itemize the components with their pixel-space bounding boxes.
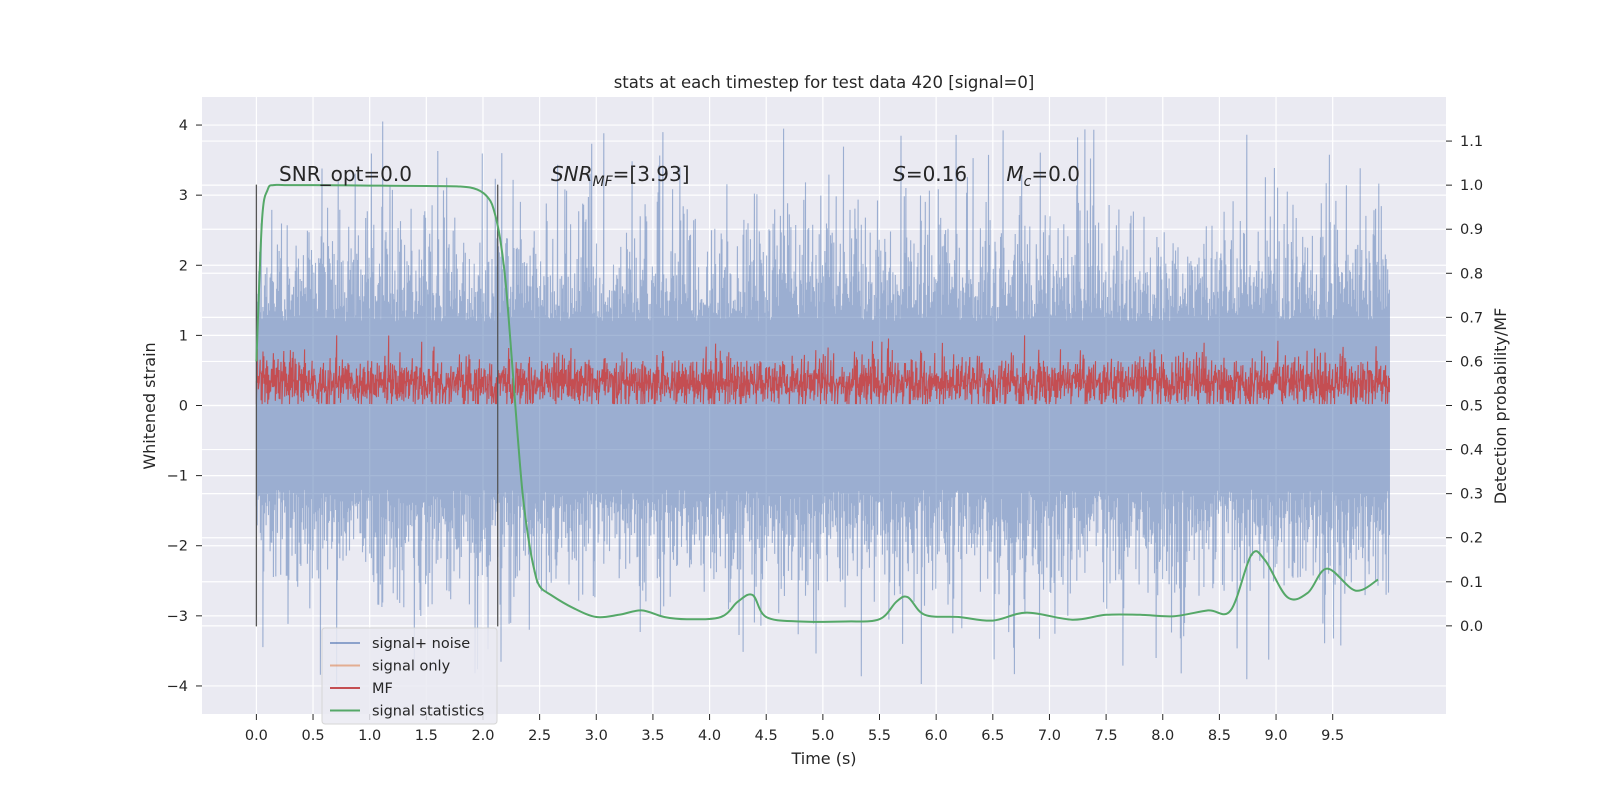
x-tick-label: 4.5 [755,728,778,744]
mf-series [255,335,1390,405]
y-axis-label: Whitened strain [140,342,159,469]
mf-line [255,335,1390,405]
x-axis-ticks: 0.0 0.5 1.0 1.5 2.0 2.5 3.0 3.5 4.0 4.5 5.0 5.5 6.0 6… [245,714,1344,744]
y-right-tick-label: 1.0 [1460,178,1483,194]
y-right-tick-label: 0.6 [1460,354,1483,370]
legend-label: signal+ noise [372,636,470,652]
signal-noise-series [255,121,1390,685]
annotations: SNR_opt=0.0 SNRMF=[3.93] S=0.16 Mc=0.0 [279,162,1080,190]
x-tick-label: 6.5 [981,728,1004,744]
marker-lines [255,184,499,627]
y-tick-label: 3 [179,188,188,204]
y-axis-ticks: 4 3 2 1 0 −1 −2 −3 −4 [167,118,202,695]
y-tick-label: −2 [167,539,188,555]
legend: signal+ noise signal only MF signal statist… [321,627,498,725]
x-tick-label: 5.0 [811,728,834,744]
y-right-tick-label: 0.2 [1460,531,1483,547]
x-tick-label: 2.0 [471,728,494,744]
y-right-axis-ticks: 1.1 1.0 0.9 0.8 0.7 0.6 0.5 0.4 0.3 0.2 0.1 0.0 [1446,134,1483,635]
y-tick-label: −3 [167,609,188,625]
y-right-tick-label: 0.3 [1460,487,1483,503]
annotation-mc: Mc=0.0 [1006,162,1080,190]
y-right-tick-label: 0.1 [1460,575,1483,591]
x-tick-label: 0.5 [301,728,324,744]
x-tick-label: 3.5 [641,728,664,744]
signal-noise-line [255,121,1390,685]
chart-title: stats at each timestep for test data 420… [614,73,1035,92]
annotation-plain: SNR_opt=0.0 [279,162,412,186]
y-right-tick-label: 0.0 [1460,619,1483,635]
y-tick-label: 4 [179,118,188,134]
x-tick-label: 9.0 [1265,728,1288,744]
x-axis-label: Time (s) [790,749,856,768]
y-tick-label: 1 [179,328,188,344]
x-tick-label: 9.5 [1321,728,1344,744]
y-right-tick-label: 0.8 [1460,266,1483,282]
x-tick-label: 3.0 [585,728,608,744]
x-tick-label: 6.0 [925,728,948,744]
x-tick-label: 2.5 [528,728,551,744]
y-tick-label: 2 [179,258,188,274]
signal-statistics-series [255,183,1379,623]
x-tick-label: 7.0 [1038,728,1061,744]
legend-box [321,627,498,725]
x-tick-label: 4.0 [698,728,721,744]
y-tick-label: −4 [167,679,188,695]
signal-statistics-line [255,183,1379,623]
legend-label: signal statistics [372,704,484,720]
y-right-tick-label: 0.9 [1460,222,1483,238]
y-tick-label: 0 [179,399,188,415]
x-tick-label: 8.5 [1208,728,1231,744]
x-tick-label: 1.0 [358,728,381,744]
x-tick-label: 0.0 [245,728,268,744]
y-right-tick-label: 0.4 [1460,443,1483,459]
y-tick-label: −1 [167,469,188,485]
y-right-axis-label: Detection probability/MF [1491,308,1510,505]
x-tick-label: 8.0 [1151,728,1174,744]
annotation-s: S=0.16 [893,162,967,186]
y-right-tick-label: 0.7 [1460,310,1483,326]
x-tick-label: 1.5 [415,728,438,744]
y-right-tick-label: 0.5 [1460,399,1483,415]
x-tick-label: 5.5 [868,728,891,744]
x-tick-label: 7.5 [1095,728,1118,744]
legend-label: signal only [372,659,451,675]
legend-label: MF [372,681,393,697]
y-right-tick-label: 1.1 [1460,134,1483,150]
annotation-snrmf: SNRMF=[3.93] [551,162,690,190]
